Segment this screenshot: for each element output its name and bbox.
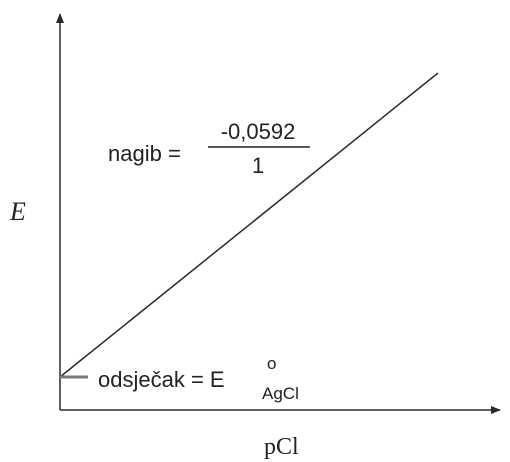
slope-label: nagib = xyxy=(108,141,181,166)
slope-denominator: 1 xyxy=(252,153,264,178)
intercept-subscript: AgCl xyxy=(262,384,299,403)
intercept-superscript: o xyxy=(267,354,276,373)
series-line-0 xyxy=(59,72,439,378)
intercept-label: odsječak = E xyxy=(98,367,225,392)
series-group xyxy=(59,72,439,378)
y-axis-label: E xyxy=(9,197,26,226)
x-axis-label: pCl xyxy=(264,434,299,460)
slope-numerator: -0,0592 xyxy=(221,119,296,144)
intercept-label-main: odsječak = E xyxy=(98,367,225,392)
